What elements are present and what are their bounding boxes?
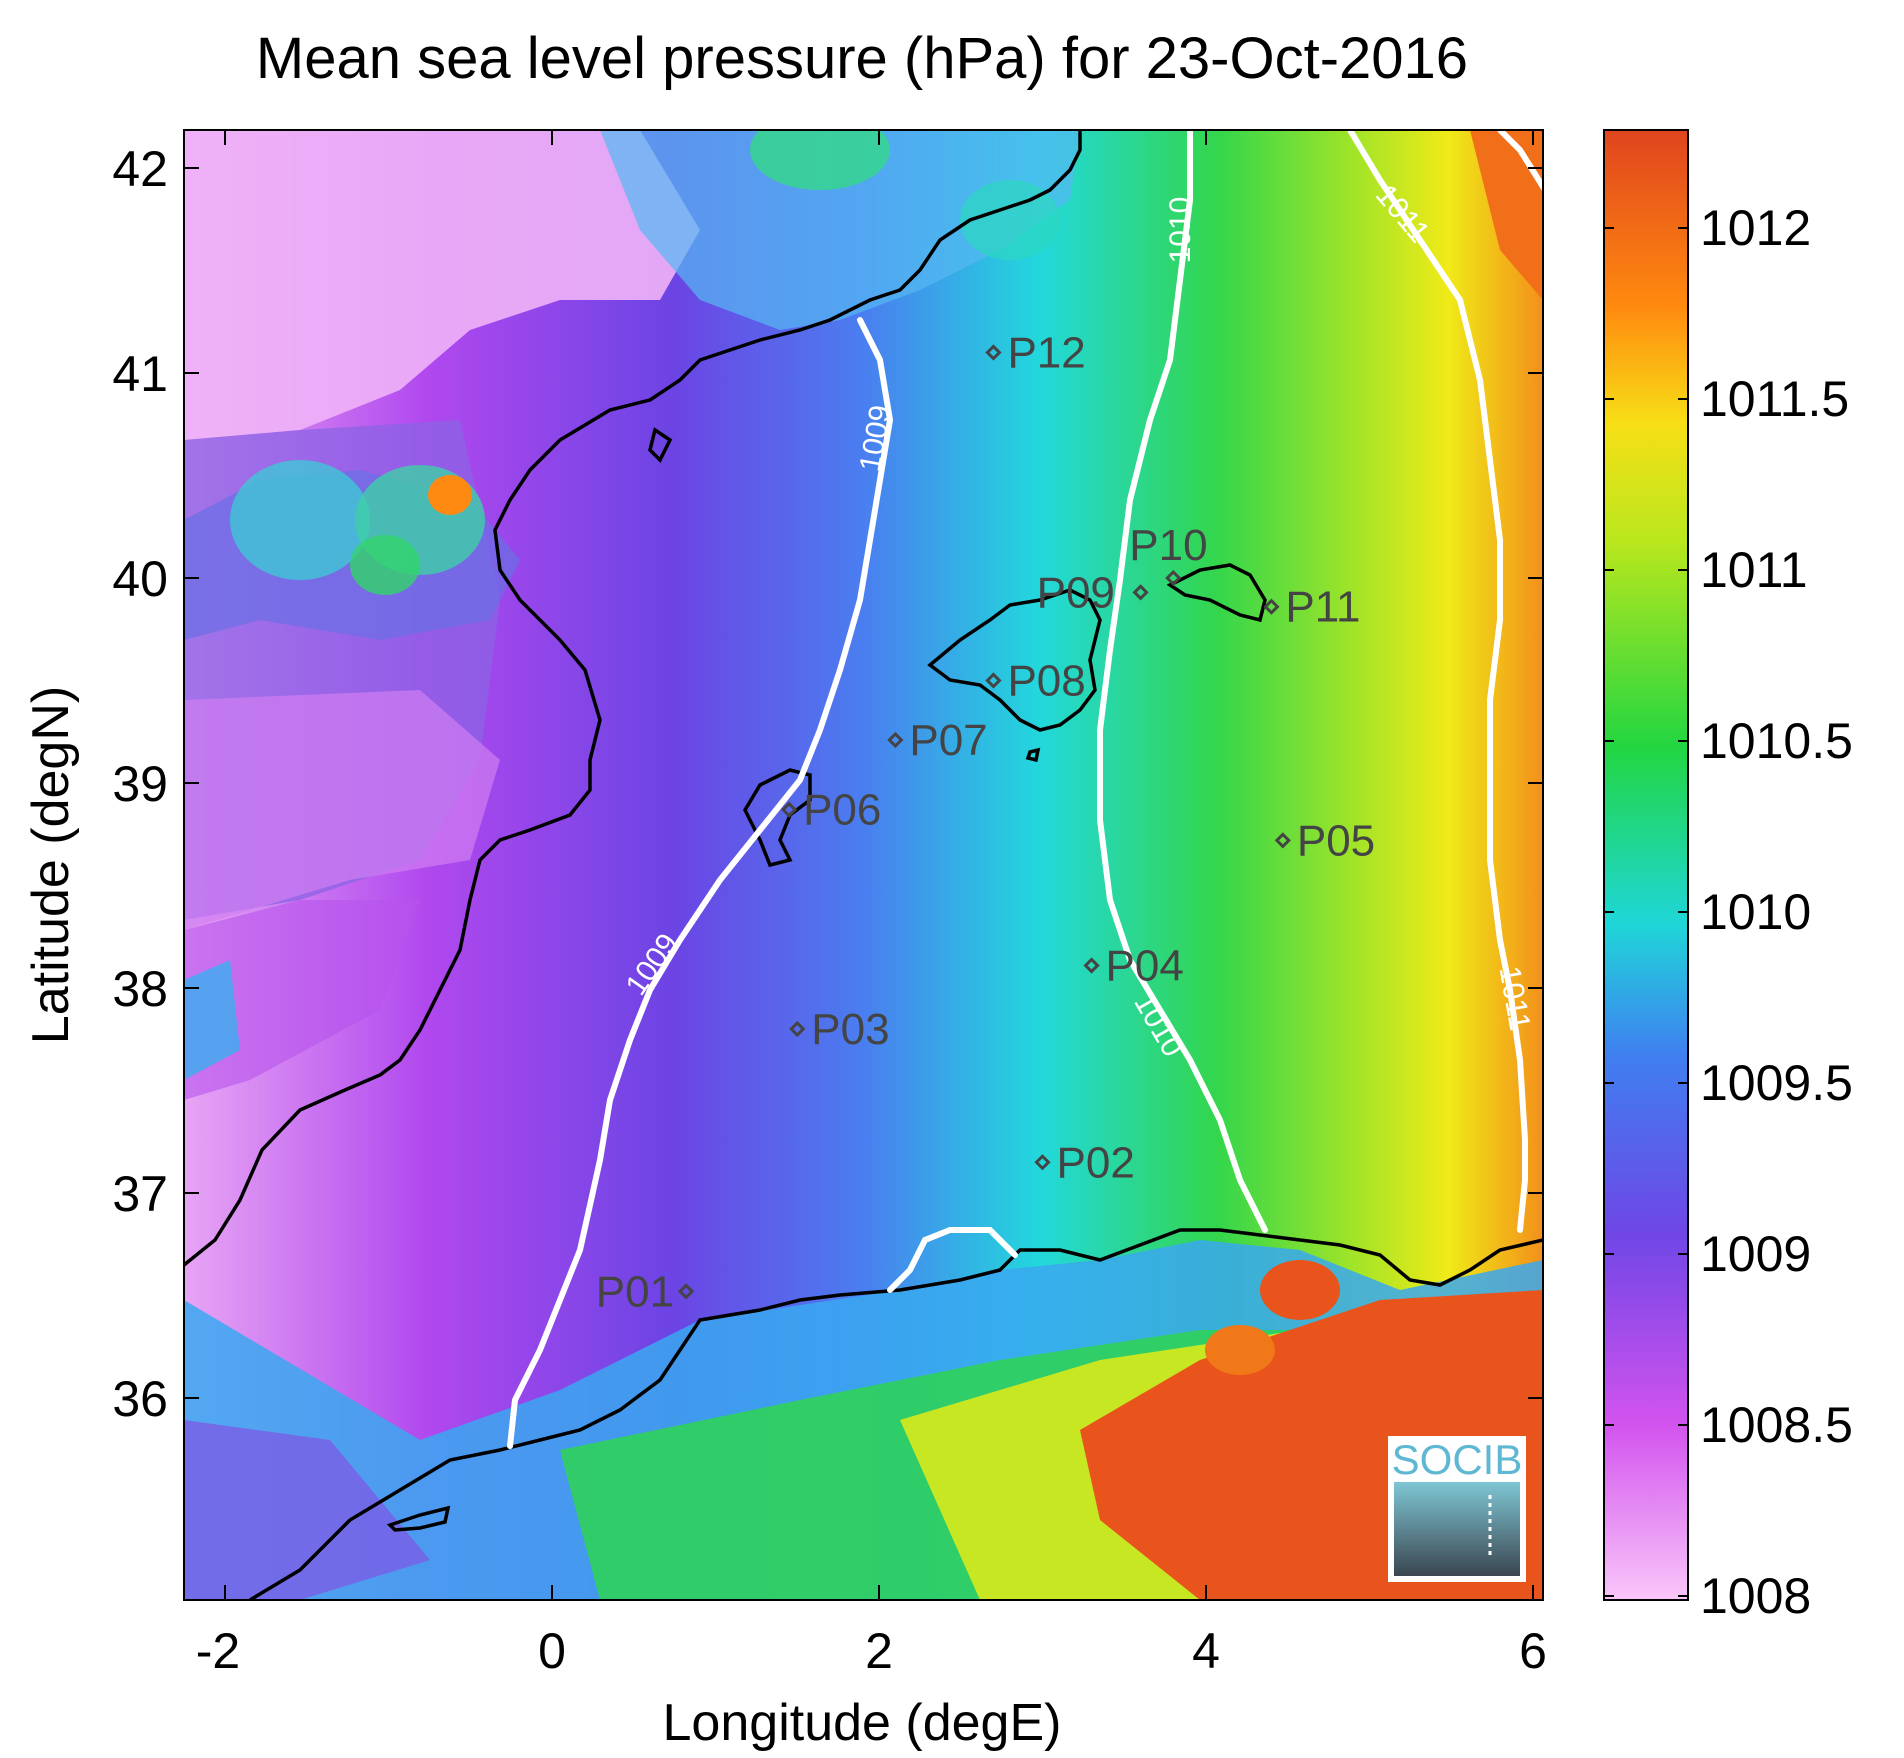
y-tick-label: 36 [112,1371,168,1427]
colorbar: 1012 1011.5 1011 1010.5 1010 1009.5 1009… [1603,129,1853,1624]
colorbar-tick-label: 1009 [1700,1226,1811,1282]
station-label: P06 [803,786,881,835]
station-label: P09 [1037,568,1115,617]
y-axis-label: Latitude (degN) [22,686,80,1044]
contour-label: 1010 [1164,197,1197,264]
station-label: P02 [1057,1138,1135,1187]
station-marker [780,801,798,818]
colorbar-tick-labels: 1012 1011.5 1011 1010.5 1010 1009.5 1009… [1700,200,1853,1624]
x-tick-label: 6 [1519,1623,1547,1679]
colorbar-gradient [1603,129,1689,1601]
x-tick-labels: -2 0 2 4 6 [196,1623,1547,1679]
y-tick-label: 38 [112,961,168,1017]
station-marker [1132,584,1149,601]
station-marker [1083,957,1100,974]
station-marker [985,672,1002,689]
colorbar-tick-label: 1009.5 [1700,1055,1853,1111]
station-marker [887,731,904,749]
map-frame [183,129,1544,1601]
station-label: P01 [596,1267,674,1316]
station-marker [1274,832,1291,849]
station-label: P12 [1007,329,1085,378]
y-tick-label: 40 [112,551,168,607]
station-marker [1165,569,1182,587]
station-marker [789,1020,806,1038]
colorbar-tick-label: 1008 [1700,1568,1811,1624]
x-tick-label: 2 [865,1623,893,1679]
coastline [184,130,1543,1600]
x-tick-label: 4 [1192,1623,1220,1679]
station-marker [1263,598,1280,615]
contour-lines [507,130,1543,1449]
axis-ticks [184,130,1543,1600]
x-axis-label: Longitude (degE) [663,1694,1062,1752]
station-marker [677,1283,695,1300]
pressure-field [184,130,1543,1600]
y-tick-labels: 42 41 40 39 38 37 36 [112,141,168,1427]
station-label: P05 [1297,816,1375,865]
station-label: P03 [811,1005,889,1054]
colorbar-tick-label: 1011 [1700,542,1808,598]
y-tick-label: 39 [112,756,168,812]
colorbar-tick-label: 1008.5 [1700,1397,1853,1453]
colorbar-tick-label: 1010 [1700,884,1811,940]
station-marker [1034,1154,1051,1171]
station-marker [985,344,1002,361]
y-tick-label: 42 [112,141,168,197]
station-label: P04 [1106,941,1184,990]
socib-logo: SOCIB [1388,1436,1526,1582]
station-label: P08 [1007,657,1085,706]
colorbar-tick-label: 1010.5 [1700,713,1853,769]
logo-text: SOCIB [1392,1436,1523,1483]
station-label: P10 [1129,521,1207,570]
station-label: P11 [1285,583,1360,632]
x-tick-label: 0 [538,1623,566,1679]
colorbar-tick-label: 1012 [1700,200,1811,256]
y-tick-label: 37 [112,1166,168,1222]
station-points: P01 P02 P03 P04 P05 P06 P07 P08 P09 P10 P11 P12 [596,329,1375,1317]
colorbar-tick-label: 1011.5 [1700,371,1849,427]
y-tick-label: 41 [112,346,168,402]
station-label: P07 [909,716,987,765]
x-tick-label: -2 [196,1623,240,1679]
map-title: Mean sea level pressure (hPa) for 23-Oct… [256,26,1468,91]
